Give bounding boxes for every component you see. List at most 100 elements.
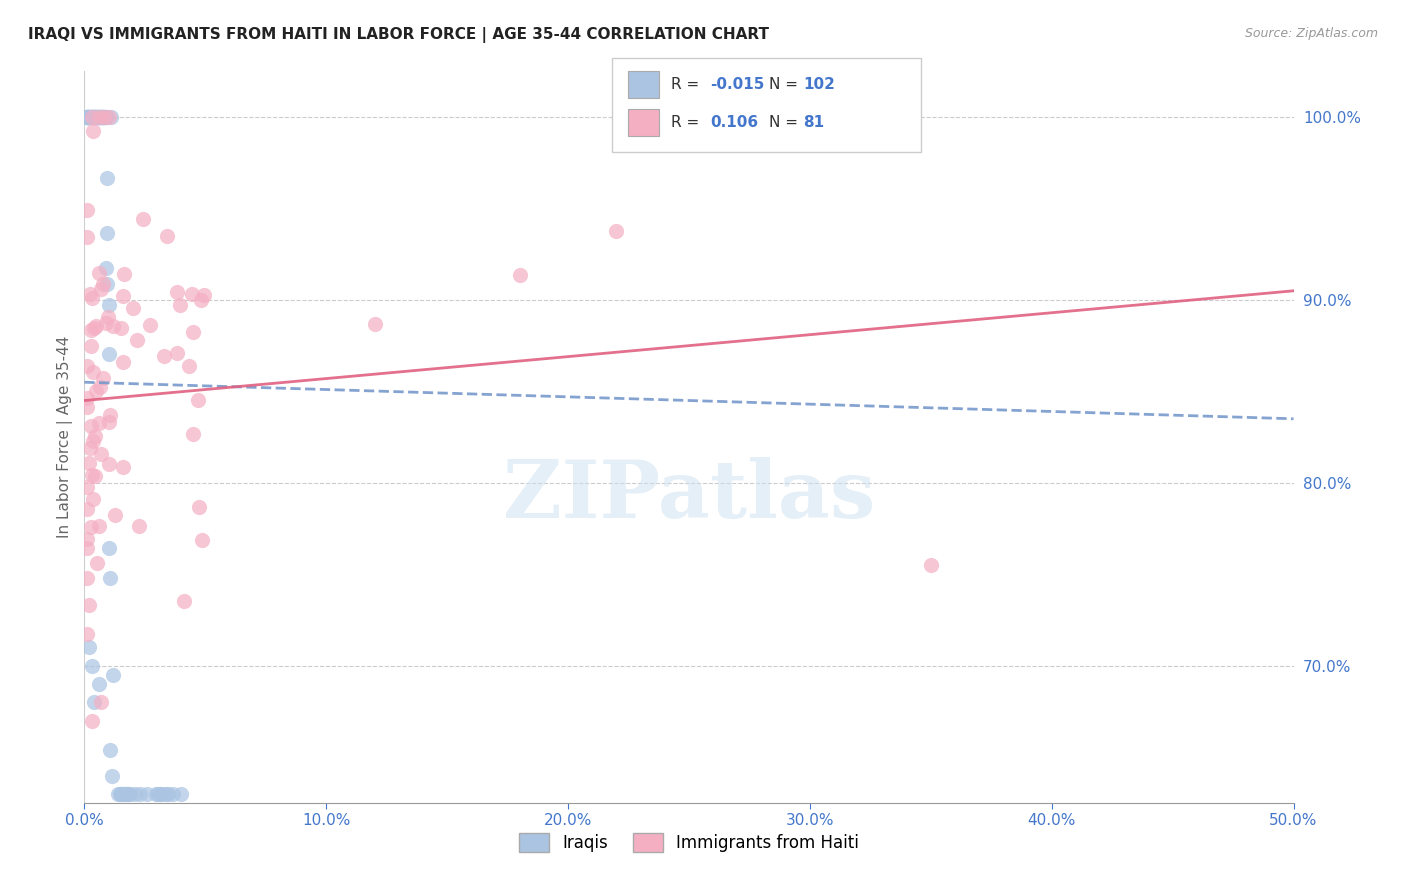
Point <box>94 110 117 124</box>
Point <box>156 229 179 244</box>
Point <box>76 203 98 218</box>
Point <box>86 110 108 124</box>
Point <box>79 110 101 124</box>
Point <box>80 323 103 337</box>
Point <box>86 557 108 571</box>
Point <box>76 230 98 244</box>
Text: 0.106: 0.106 <box>710 115 758 129</box>
Point <box>98 408 121 422</box>
Y-axis label: In Labor Force | Age 35-44: In Labor Force | Age 35-44 <box>58 336 73 538</box>
Point <box>96 170 118 185</box>
Point <box>181 286 204 301</box>
Point <box>83 110 105 124</box>
Point <box>86 110 108 124</box>
Point <box>91 110 114 124</box>
Point <box>96 110 118 124</box>
Point <box>103 667 125 681</box>
Point <box>97 110 120 124</box>
Point <box>76 359 98 373</box>
Point <box>156 787 179 801</box>
Point <box>115 787 138 801</box>
Point <box>77 640 100 655</box>
Point <box>173 594 195 608</box>
Point <box>84 110 107 124</box>
Point <box>101 769 124 783</box>
Legend: Iraqis, Immigrants from Haiti: Iraqis, Immigrants from Haiti <box>510 824 868 860</box>
Point <box>98 347 121 361</box>
Text: N =: N = <box>769 78 803 92</box>
Point <box>86 110 108 124</box>
Text: R =: R = <box>671 78 704 92</box>
Point <box>79 442 101 456</box>
Point <box>605 224 627 238</box>
Point <box>363 318 385 332</box>
Point <box>124 787 146 801</box>
Point <box>129 787 152 801</box>
Point <box>150 787 173 801</box>
Point <box>82 110 104 124</box>
Point <box>87 110 110 124</box>
Point <box>87 266 110 280</box>
Point <box>111 459 134 474</box>
Point <box>91 110 114 124</box>
Point <box>76 480 98 494</box>
Point <box>76 110 98 124</box>
Point <box>76 110 98 124</box>
Point <box>112 289 135 303</box>
Point <box>190 293 212 307</box>
Text: N =: N = <box>769 115 803 129</box>
Point <box>79 110 101 124</box>
Point <box>89 380 111 394</box>
Point <box>117 787 139 801</box>
Point <box>104 508 127 522</box>
Point <box>187 393 209 408</box>
Point <box>82 491 104 506</box>
Point <box>177 359 200 373</box>
Point <box>98 571 121 585</box>
Point <box>91 371 114 385</box>
Point <box>90 110 112 124</box>
Point <box>84 110 107 124</box>
Point <box>149 787 172 801</box>
Point <box>83 110 105 124</box>
Point <box>87 110 110 124</box>
Point <box>76 502 98 516</box>
Point <box>80 110 103 124</box>
Point <box>76 391 98 405</box>
Point <box>181 427 204 442</box>
Point <box>115 787 138 801</box>
Point <box>509 268 531 282</box>
Point <box>114 787 136 801</box>
Point <box>93 110 115 124</box>
Point <box>94 110 117 124</box>
Point <box>97 310 120 325</box>
Point <box>145 787 167 801</box>
Point <box>76 110 98 124</box>
Point <box>82 434 104 448</box>
Point <box>94 261 117 276</box>
Point <box>97 457 120 471</box>
Point <box>80 110 103 124</box>
Point <box>920 558 942 573</box>
Point <box>82 110 104 124</box>
Point <box>89 110 111 124</box>
Point <box>76 110 98 124</box>
Point <box>76 533 98 547</box>
Point <box>80 110 103 124</box>
Point <box>77 110 100 124</box>
Point <box>166 285 188 299</box>
Point <box>91 110 114 124</box>
Point <box>96 316 118 330</box>
Point <box>89 110 111 124</box>
Point <box>87 677 110 691</box>
Point <box>79 110 101 124</box>
Point <box>170 787 193 801</box>
Point <box>90 695 112 709</box>
Text: -0.015: -0.015 <box>710 78 765 92</box>
Point <box>128 519 150 533</box>
Text: Source: ZipAtlas.com: Source: ZipAtlas.com <box>1244 27 1378 40</box>
Point <box>84 110 107 124</box>
Point <box>83 695 105 709</box>
Text: IRAQI VS IMMIGRANTS FROM HAITI IN LABOR FORCE | AGE 35-44 CORRELATION CHART: IRAQI VS IMMIGRANTS FROM HAITI IN LABOR … <box>28 27 769 43</box>
Point <box>80 418 103 433</box>
